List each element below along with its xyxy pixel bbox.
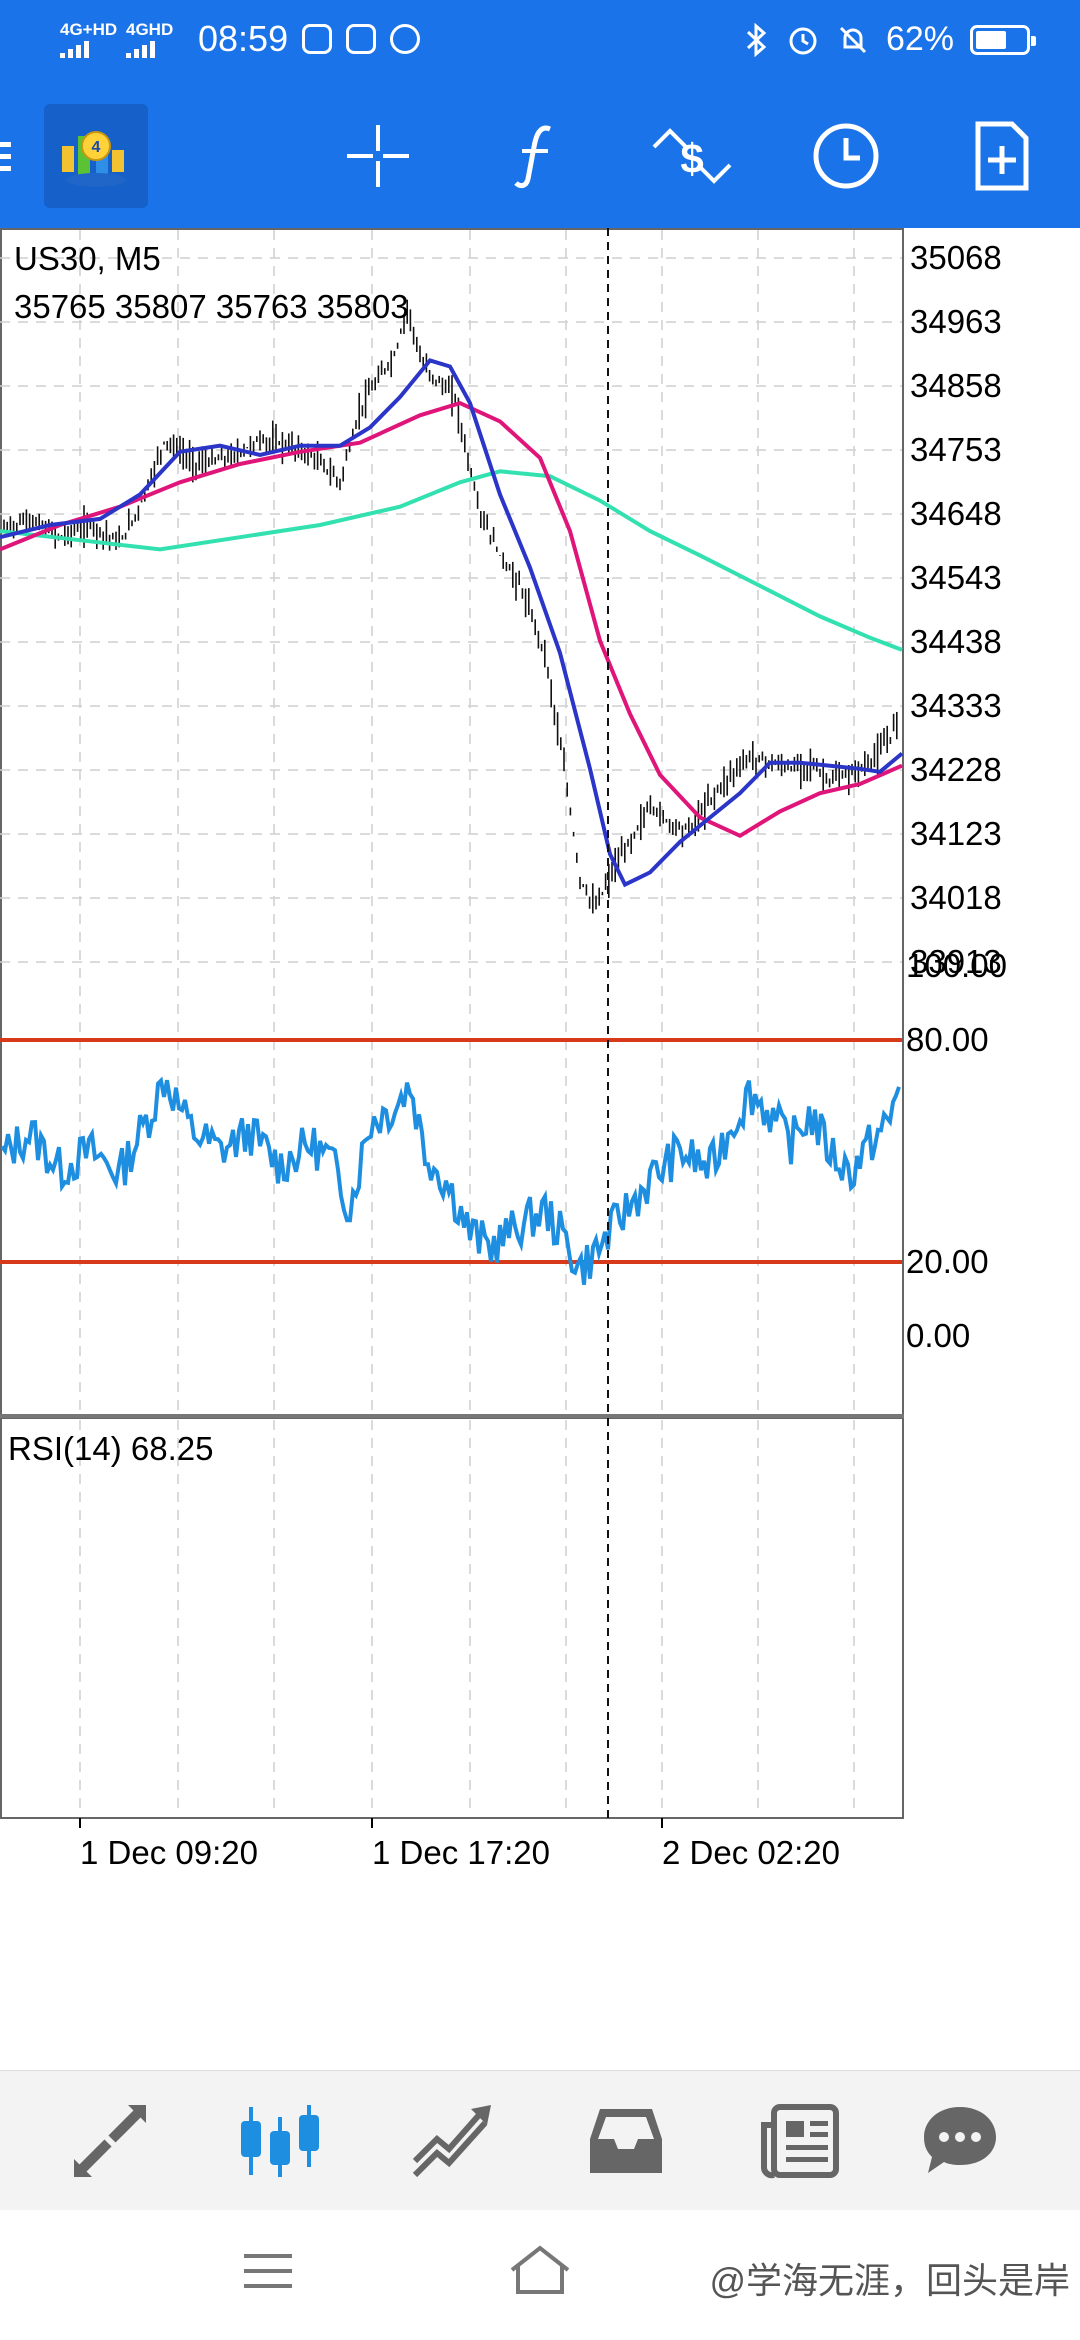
rsi-line <box>0 1076 901 1285</box>
recent-apps-button[interactable] <box>240 2246 296 2301</box>
price-tick-label: 34438 <box>910 623 1002 660</box>
symbol-label: US30, M5 <box>14 240 161 277</box>
rsi-tick-label: 0.00 <box>906 1317 970 1354</box>
svg-text:4: 4 <box>92 139 101 156</box>
time-tick-label: 1 Dec 09:20 <box>80 1834 258 1871</box>
svg-text:$: $ <box>680 135 703 182</box>
trade-button[interactable]: $ <box>640 104 744 208</box>
nav-history[interactable] <box>576 2093 676 2189</box>
moving-average-mid <box>0 400 903 839</box>
rsi-window-frame <box>0 1417 904 1819</box>
price-axis: 35068 34963 34858 34753 34648 34543 34438 34333… <box>910 239 1002 980</box>
price-tick-label: 34543 <box>910 559 1002 596</box>
moving-average-slow <box>0 469 903 652</box>
time-tick-label: 1 Dec 17:20 <box>372 1834 550 1871</box>
app-logo-button[interactable]: 4 <box>44 104 148 208</box>
rsi-axis: 100.00 80.00 20.00 0.00 <box>906 947 1007 1354</box>
notification-compass-icon <box>390 24 421 54</box>
rsi-tick-label: 20.00 <box>906 1243 989 1280</box>
crosshair-icon <box>347 125 409 187</box>
alarm-icon <box>789 27 817 54</box>
status-bar: 4G+HD 4GHD 08:59 62% <box>0 0 1080 84</box>
price-tick-label: 34858 <box>910 367 1002 404</box>
price-tick-label: 34333 <box>910 687 1002 724</box>
notification-app-icon <box>302 24 333 54</box>
time-tick-label: 2 Dec 02:20 <box>662 1834 840 1871</box>
chart-canvas[interactable]: 35068 34963 34858 34753 34648 34543 34438 34333… <box>0 228 1080 2070</box>
rsi-tick-label: 80.00 <box>906 1021 989 1058</box>
indicators-function-icon <box>514 125 551 189</box>
chart-area[interactable]: 35068 34963 34858 34753 34648 34543 34438 34333… <box>0 228 1080 2070</box>
quotes-arrows-icon <box>74 2105 146 2177</box>
nav-chart[interactable] <box>230 2093 330 2189</box>
chat-icon <box>924 2107 996 2173</box>
nav-quotes[interactable] <box>60 2093 160 2189</box>
notification-sim-icon <box>346 24 377 54</box>
rsi-label: RSI(14) 68.25 <box>8 1430 213 1467</box>
menu-lines-icon <box>244 2254 292 2288</box>
chart-candles-icon <box>241 2105 319 2177</box>
network-indicator-2: 4GHD <box>126 21 178 58</box>
price-tick-label: 34648 <box>910 495 1002 532</box>
signal-bars-icon <box>126 40 155 58</box>
rsi-tick-label: 100.00 <box>906 947 1007 984</box>
trade-icon <box>412 2105 491 2178</box>
network-label: 4GHD <box>126 19 174 39</box>
price-tick-label: 34228 <box>910 751 1002 788</box>
time-axis: 1 Dec 09:20 1 Dec 17:20 2 Dec 02:20 <box>79 1818 840 1871</box>
price-tick-label: 34123 <box>910 815 1002 852</box>
bottom-navigation <box>0 2070 1080 2211</box>
signal-bars-icon <box>60 40 89 58</box>
bluetooth-icon <box>746 22 767 57</box>
price-tick-label: 34963 <box>910 303 1002 340</box>
price-tick-label: 34753 <box>910 431 1002 468</box>
news-icon <box>761 2104 839 2179</box>
trade-dollar-icon: $ <box>652 128 732 184</box>
moving-average-fast <box>0 358 904 888</box>
new-document-icon <box>975 121 1029 191</box>
battery-percent: 62% <box>885 20 954 58</box>
clock-icon <box>813 123 879 189</box>
watermark-text: @学海无涯，回头是岸 <box>709 2260 1070 2301</box>
price-tick-label: 33913 <box>910 943 1002 980</box>
ohlc-label: 35765 35807 35763 35803 <box>14 288 409 325</box>
history-inbox-icon <box>590 2109 662 2173</box>
network-indicator-1: 4G+HD <box>60 21 117 58</box>
battery-icon <box>970 24 1036 55</box>
nav-news[interactable] <box>750 2093 850 2189</box>
menu-button[interactable] <box>0 104 36 208</box>
chart-toolbar: 4 $ <box>0 84 1080 228</box>
chart-grid <box>0 230 902 1816</box>
clock-time: 08:59 <box>198 18 289 59</box>
home-icon <box>510 2245 570 2294</box>
metatrader-logo-icon: 4 <box>62 131 126 187</box>
moving-averages <box>0 358 904 888</box>
crosshair-button[interactable] <box>326 104 430 208</box>
home-button[interactable] <box>506 2240 574 2301</box>
rsi-indicator <box>0 1038 902 1285</box>
indicators-button[interactable] <box>484 104 588 208</box>
mute-bell-icon <box>839 26 866 53</box>
hamburger-menu-icon <box>0 142 11 171</box>
periodicity-button[interactable] <box>794 104 898 208</box>
network-label: 4G+HD <box>60 19 118 39</box>
nav-trade[interactable] <box>402 2093 502 2189</box>
price-tick-label: 35068 <box>910 239 1002 276</box>
new-chart-button[interactable] <box>950 104 1054 208</box>
system-navigation-bar: @学海无涯，回头是岸 <box>0 2210 1080 2340</box>
nav-messages[interactable] <box>910 2093 1010 2189</box>
price-tick-label: 34018 <box>910 879 1002 916</box>
